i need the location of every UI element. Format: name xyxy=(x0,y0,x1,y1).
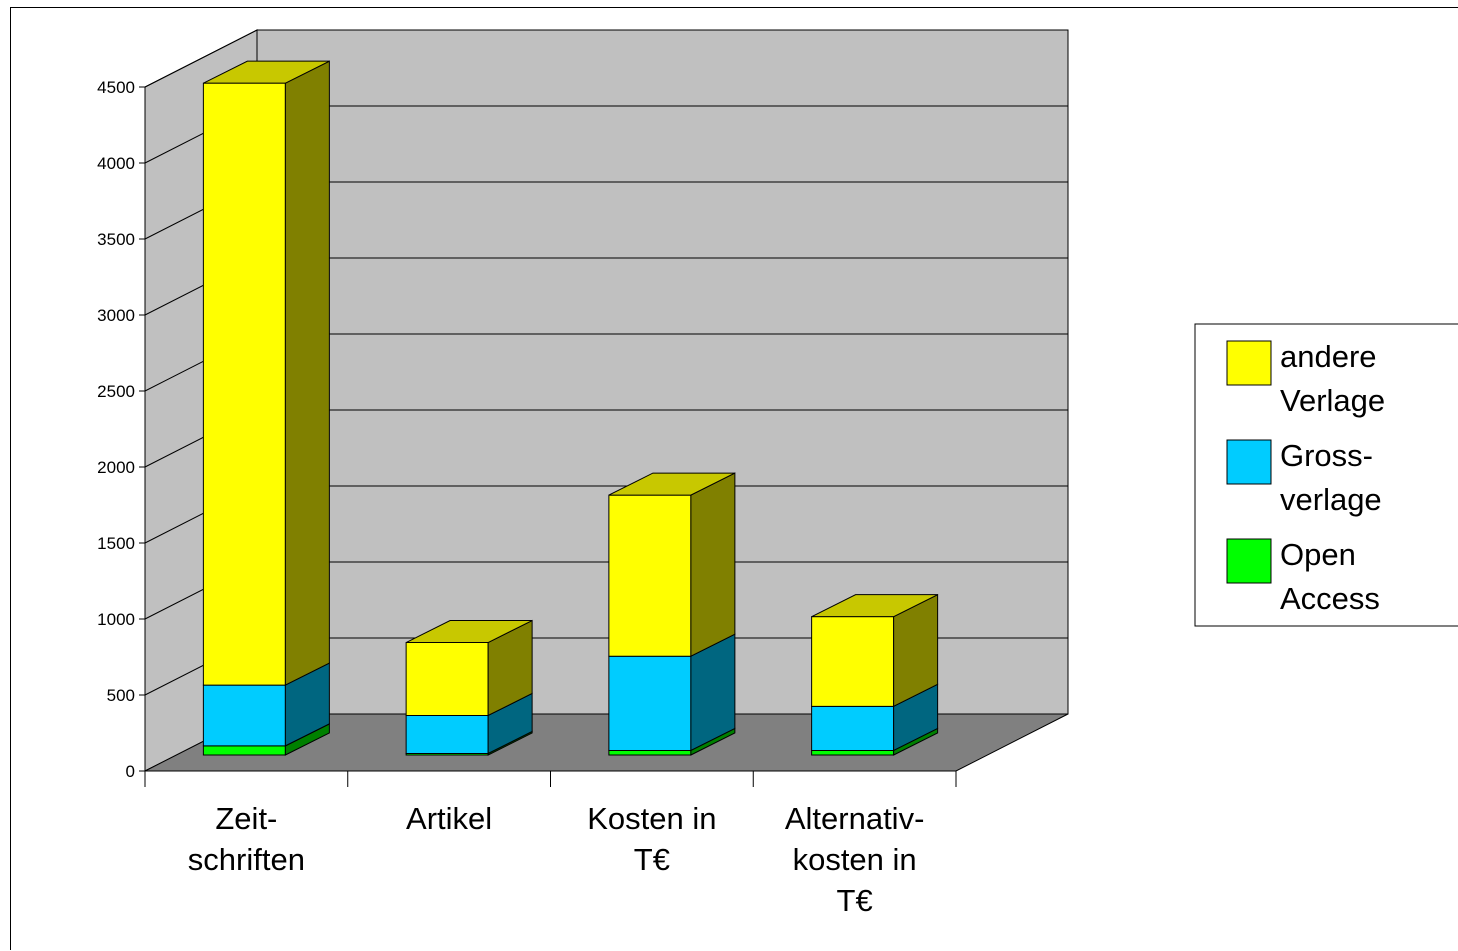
legend-label: Gross- xyxy=(1280,438,1373,473)
chart-svg: 0 500 1000 1500 2000 2500 3000 3500 4000 4500 Zeit… xyxy=(97,29,1458,918)
y-tick-label: 2000 xyxy=(97,458,135,477)
legend-label: andere xyxy=(1280,339,1377,374)
legend-swatch xyxy=(1226,439,1272,485)
y-tick-label: 1500 xyxy=(97,534,135,553)
y-tick-label: 4000 xyxy=(97,154,135,173)
bar-top xyxy=(811,594,938,618)
gridline xyxy=(144,29,1068,88)
legend-label: verlage xyxy=(1280,482,1382,517)
bar-front xyxy=(811,616,895,707)
bar-front xyxy=(811,749,895,756)
bar-front xyxy=(405,714,489,754)
bar-front xyxy=(811,705,895,751)
bar-front xyxy=(202,684,286,747)
bar-top xyxy=(608,472,736,496)
legend: andere Verlage Gross-verlage Open Access xyxy=(1194,323,1458,627)
category-label: Artikel xyxy=(406,801,492,836)
category-label: schriften xyxy=(188,842,305,877)
bar-side xyxy=(690,472,736,658)
axes xyxy=(139,86,957,787)
bar-front xyxy=(405,642,489,716)
y-tick-label: 2500 xyxy=(97,382,135,401)
bar-side xyxy=(284,60,330,686)
category-label: Zeit- xyxy=(215,801,277,836)
category-label: T€ xyxy=(837,883,873,918)
chart-frame: 0 500 1000 1500 2000 2500 3000 3500 4000 4500 Zeit… xyxy=(10,7,1458,950)
category-label: Kosten in xyxy=(587,801,716,836)
legend-swatch xyxy=(1226,340,1272,386)
y-tick-label: 3500 xyxy=(97,230,135,249)
y-tick-label: 500 xyxy=(107,686,135,705)
legend-label: Verlage xyxy=(1280,383,1385,418)
bar-top xyxy=(405,620,533,644)
bar-front xyxy=(608,749,692,756)
bars xyxy=(202,60,939,756)
y-tick-label: 4500 xyxy=(97,78,135,97)
category-label: Alternativ- xyxy=(785,801,925,836)
bar-front xyxy=(202,745,286,756)
axis-labels: 0 500 1000 1500 2000 2500 3000 3500 4000 4500 Zeit… xyxy=(97,78,924,918)
bar-front xyxy=(608,494,692,657)
bar-top xyxy=(203,60,330,84)
legend-swatch xyxy=(1226,538,1272,584)
legend-label: Access xyxy=(1280,581,1380,616)
y-tick-label: 0 xyxy=(126,762,135,781)
y-tick-label: 1000 xyxy=(97,610,135,629)
bar-front xyxy=(202,82,286,686)
category-label: kosten in xyxy=(793,842,917,877)
legend-label: Open xyxy=(1280,537,1356,572)
bar-front xyxy=(608,655,692,751)
y-tick-label: 3000 xyxy=(97,306,135,325)
category-label: T€ xyxy=(634,842,670,877)
